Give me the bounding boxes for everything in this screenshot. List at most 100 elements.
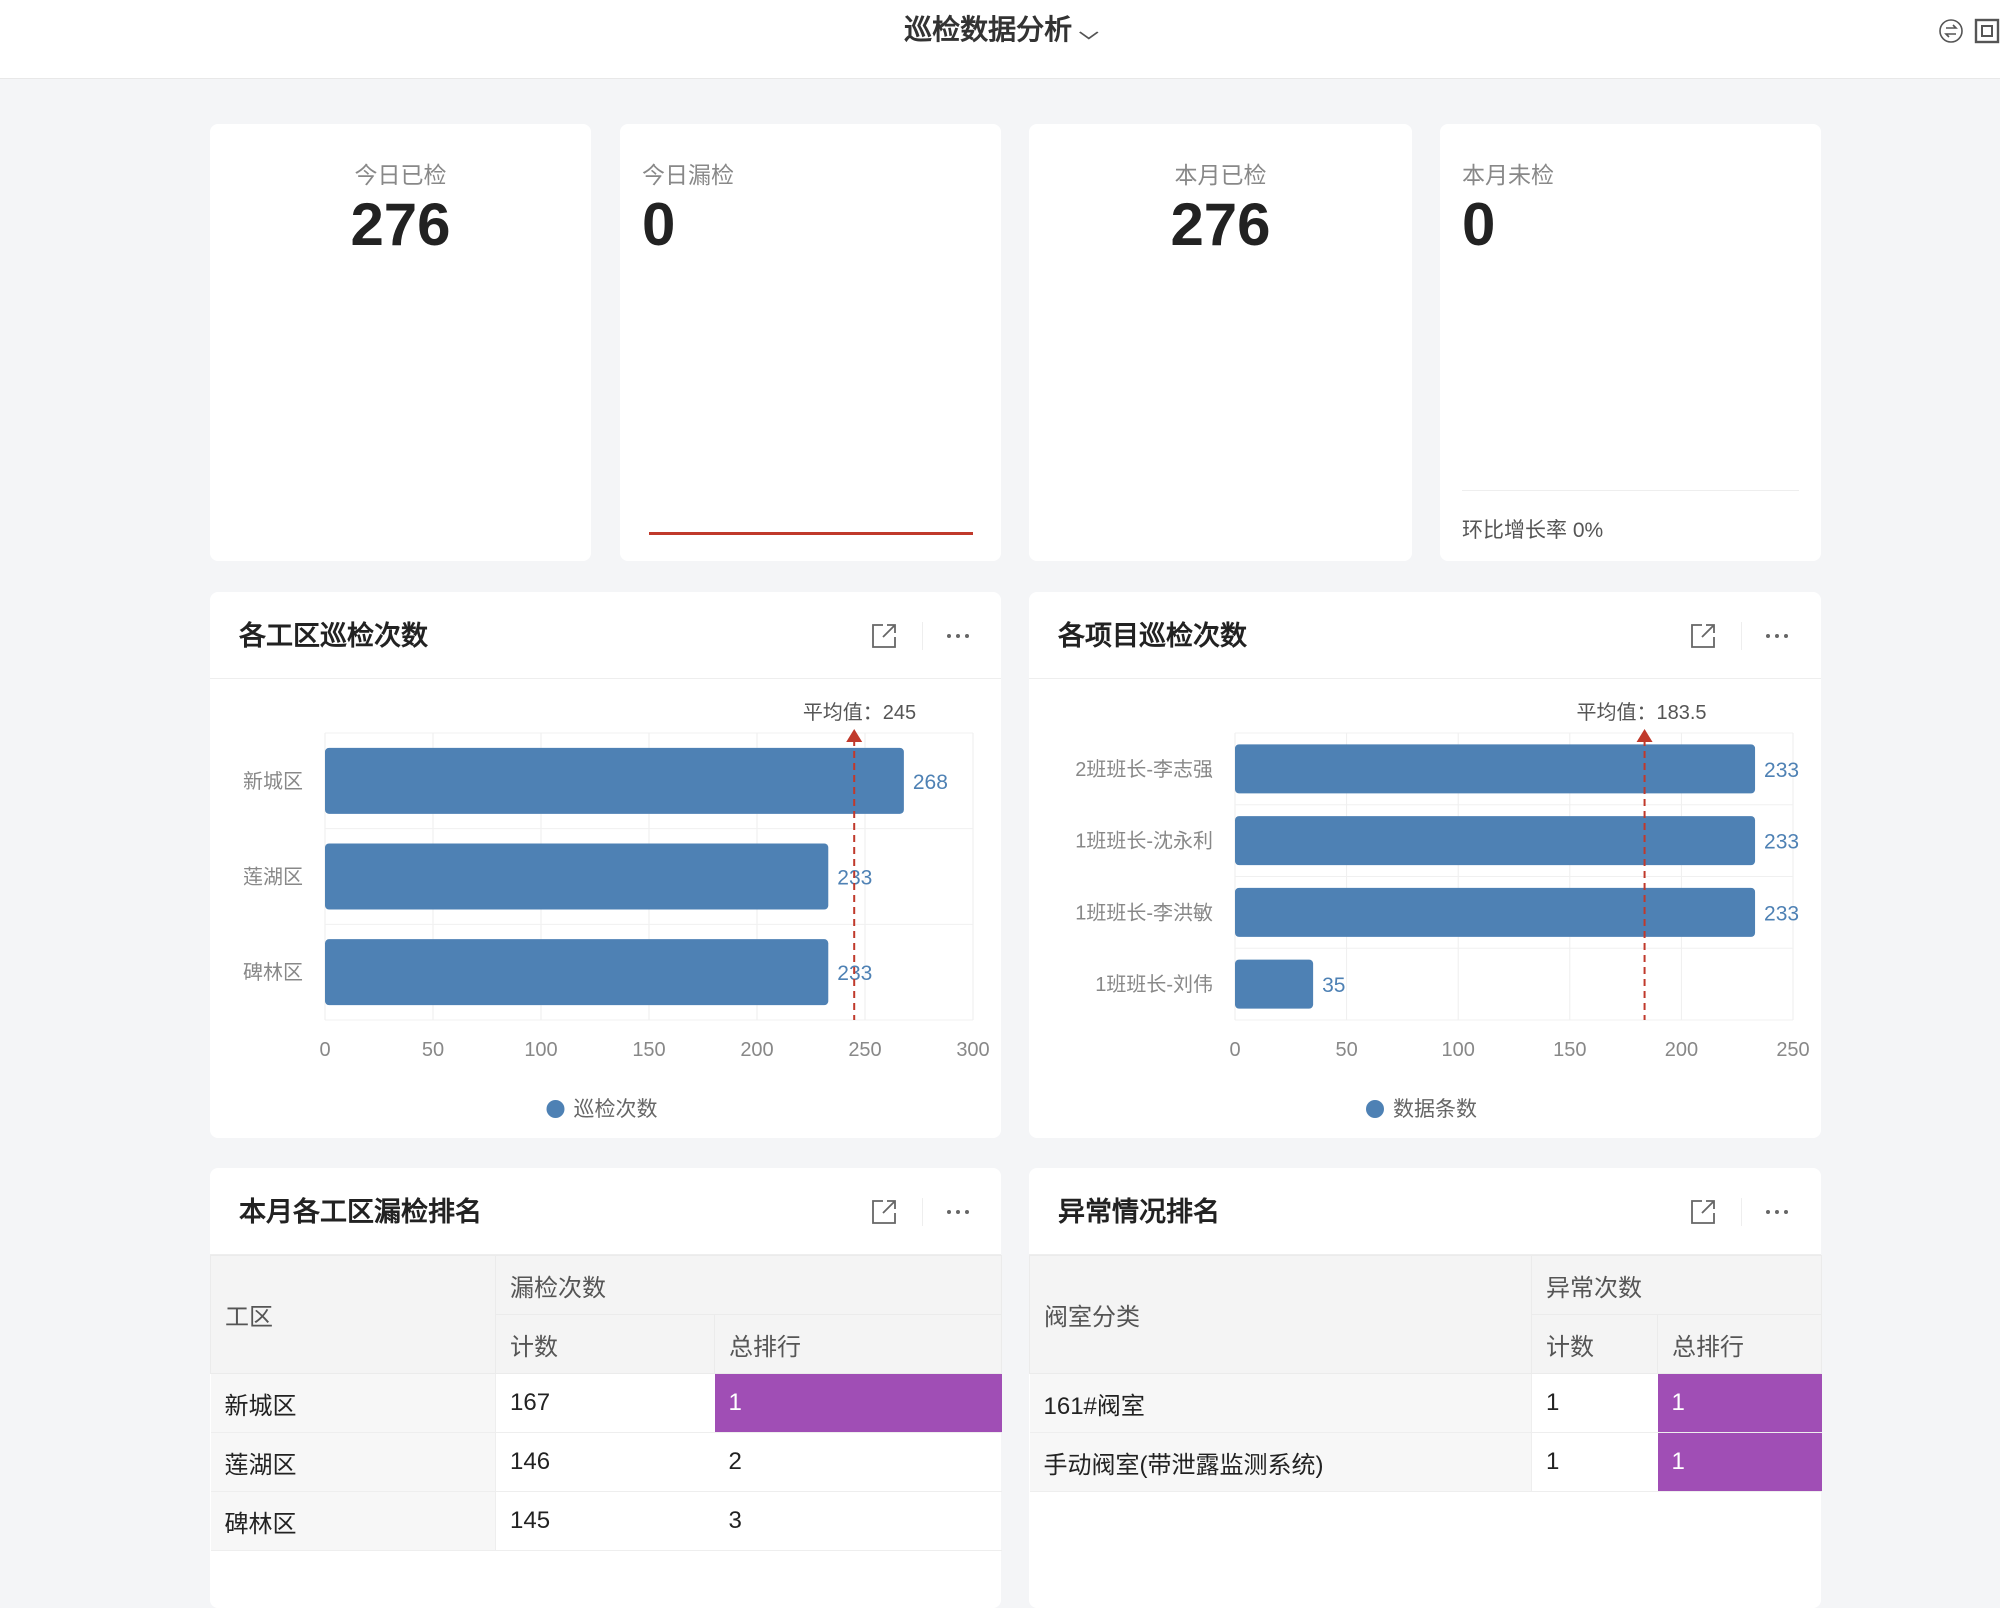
y-category-label: 2班班长-李志强 bbox=[1075, 758, 1213, 781]
kpi-card-today-missed: 今日漏检 0 bbox=[620, 124, 1001, 561]
x-tick-label: 0 bbox=[319, 1039, 330, 1061]
x-tick-label: 150 bbox=[1553, 1039, 1586, 1061]
data-label: 35 bbox=[1322, 974, 1345, 997]
kpi-value: 276 bbox=[1170, 191, 1271, 258]
x-tick-label: 200 bbox=[740, 1039, 773, 1061]
x-tick-label: 250 bbox=[1776, 1039, 1809, 1061]
column-header[interactable]: 工区 bbox=[210, 1255, 496, 1374]
growth-rate: 环比增长率 0% bbox=[1462, 519, 1604, 542]
bar-chart: 050100150200250300新城区268莲湖区233碑林区233平均值：… bbox=[243, 701, 990, 1121]
data-label: 268 bbox=[913, 771, 948, 794]
chevron-down-icon: ⌵ bbox=[1079, 23, 1099, 43]
average-label: 平均值：183.5 bbox=[1577, 701, 1707, 724]
kpi-label: 今日已检 bbox=[354, 162, 447, 188]
x-tick-label: 50 bbox=[422, 1039, 444, 1061]
x-tick-label: 100 bbox=[1442, 1039, 1475, 1061]
table-panel-missed-ranking: 本月各工区漏检排名 工区 漏检次数 计数 总排行 新城区 167 1 莲湖区 146 2 碑… bbox=[210, 1168, 1002, 1608]
trend-line bbox=[649, 532, 973, 535]
more-icon[interactable] bbox=[1763, 1198, 1791, 1226]
divider bbox=[1462, 490, 1799, 491]
kpi-label: 本月未检 bbox=[1462, 162, 1554, 188]
x-tick-label: 0 bbox=[1229, 1039, 1240, 1061]
panel-title: 各工区巡检次数 bbox=[239, 621, 428, 651]
switch-icon[interactable] bbox=[1938, 18, 1964, 44]
data-label: 233 bbox=[1764, 759, 1799, 782]
panel-title: 本月各工区漏检排名 bbox=[239, 1197, 482, 1227]
more-icon[interactable] bbox=[944, 622, 972, 650]
column-header[interactable]: 总排行 bbox=[1657, 1314, 1822, 1374]
bar bbox=[325, 939, 829, 1006]
cell: 莲湖区 bbox=[210, 1432, 496, 1492]
open-external-icon[interactable] bbox=[1689, 622, 1717, 650]
average-label: 平均值：245 bbox=[803, 701, 916, 724]
cell: 1 bbox=[1657, 1432, 1822, 1492]
x-tick-label: 300 bbox=[956, 1039, 989, 1061]
dashboard-title-dropdown[interactable]: 巡检数据分析 ⌵ bbox=[0, 12, 2000, 51]
kpi-value: 0 bbox=[1462, 191, 1496, 258]
column-header[interactable]: 总排行 bbox=[714, 1314, 1002, 1374]
column-header[interactable]: 计数 bbox=[1531, 1314, 1658, 1374]
cell: 146 bbox=[495, 1432, 715, 1492]
column-header[interactable]: 计数 bbox=[495, 1314, 715, 1374]
kpi-card-today-checked: 今日已检 276 bbox=[210, 124, 591, 561]
dashboard-title: 巡检数据分析 bbox=[904, 14, 1073, 45]
bar bbox=[325, 747, 904, 814]
y-category-label: 1班班长-刘伟 bbox=[1095, 973, 1213, 996]
panel-header bbox=[210, 1168, 1001, 1255]
panel-title: 各项目巡检次数 bbox=[1058, 621, 1247, 651]
x-tick-label: 250 bbox=[848, 1039, 881, 1061]
kpi-value: 276 bbox=[350, 191, 451, 258]
legend-label: 数据条数 bbox=[1393, 1098, 1477, 1121]
cell: 1 bbox=[1531, 1373, 1658, 1433]
x-tick-label: 200 bbox=[1665, 1039, 1698, 1061]
y-category-label: 莲湖区 bbox=[243, 866, 303, 889]
more-icon[interactable] bbox=[1763, 622, 1791, 650]
panel-title: 异常情况排名 bbox=[1058, 1197, 1220, 1227]
x-tick-label: 50 bbox=[1335, 1039, 1357, 1061]
column-header[interactable]: 阀室分类 bbox=[1029, 1255, 1532, 1374]
bar bbox=[325, 843, 829, 910]
data-label: 233 bbox=[1764, 831, 1799, 854]
open-external-icon[interactable] bbox=[870, 622, 898, 650]
cell: 145 bbox=[495, 1491, 715, 1551]
x-tick-label: 150 bbox=[632, 1039, 665, 1061]
kpi-value: 0 bbox=[642, 191, 676, 258]
panel-header bbox=[210, 592, 1001, 679]
table-row: 新城区 167 1 bbox=[210, 1373, 1002, 1433]
y-category-label: 1班班长-沈永利 bbox=[1075, 830, 1213, 853]
panel-header bbox=[1029, 592, 1821, 679]
cell: 碑林区 bbox=[210, 1491, 496, 1551]
fullscreen-icon[interactable] bbox=[1974, 18, 2000, 44]
legend-marker bbox=[546, 1100, 565, 1118]
cell: 161#阀室 bbox=[1029, 1373, 1532, 1433]
y-category-label: 新城区 bbox=[243, 770, 303, 793]
table-row: 161#阀室 1 1 bbox=[1029, 1373, 1822, 1433]
open-external-icon[interactable] bbox=[870, 1198, 898, 1226]
table-row: 莲湖区 146 2 bbox=[210, 1432, 1002, 1492]
column-group-header: 漏检次数 bbox=[495, 1255, 1002, 1315]
y-category-label: 碑林区 bbox=[243, 961, 303, 984]
cell: 1 bbox=[714, 1373, 1002, 1433]
more-icon[interactable] bbox=[944, 1198, 972, 1226]
open-external-icon[interactable] bbox=[1689, 1198, 1717, 1226]
legend-label: 巡检次数 bbox=[574, 1098, 658, 1121]
kpi-label: 本月已检 bbox=[1174, 162, 1267, 188]
table-panel-anomaly-ranking: 异常情况排名 阀室分类 异常次数 计数 总排行 161#阀室 1 1 手动阀室(带泄露监… bbox=[1029, 1168, 1822, 1608]
cell: 手动阀室(带泄露监测系统) bbox=[1029, 1432, 1532, 1492]
average-arrow-icon bbox=[846, 729, 863, 742]
chart-panel-project: 各项目巡检次数 0 50 100 150 200 250 2班班长-李志强 233 1班班长-沈… bbox=[1029, 592, 1821, 1138]
column-group-header: 异常次数 bbox=[1531, 1255, 1822, 1315]
ranking-table: 阀室分类 异常次数 计数 总排行 161#阀室 1 1 手动阀室(带泄露监测系统) 1 1 bbox=[1029, 1255, 1822, 1492]
x-tick-label: 100 bbox=[524, 1039, 557, 1061]
bar bbox=[1235, 887, 1756, 937]
table-row: 碑林区 145 3 bbox=[210, 1491, 1002, 1551]
table-row: 手动阀室(带泄露监测系统) 1 1 bbox=[1029, 1432, 1822, 1492]
data-label: 233 bbox=[1764, 902, 1799, 925]
bar bbox=[1235, 744, 1756, 794]
ranking-table: 工区 漏检次数 计数 总排行 新城区 167 1 莲湖区 146 2 碑林区 145 3 bbox=[210, 1255, 1002, 1551]
cell: 2 bbox=[714, 1432, 1002, 1492]
bar bbox=[1235, 816, 1756, 866]
legend-marker bbox=[1366, 1100, 1384, 1118]
panel-header bbox=[1029, 1168, 1821, 1255]
kpi-card-month-checked: 本月已检 276 bbox=[1029, 124, 1412, 561]
